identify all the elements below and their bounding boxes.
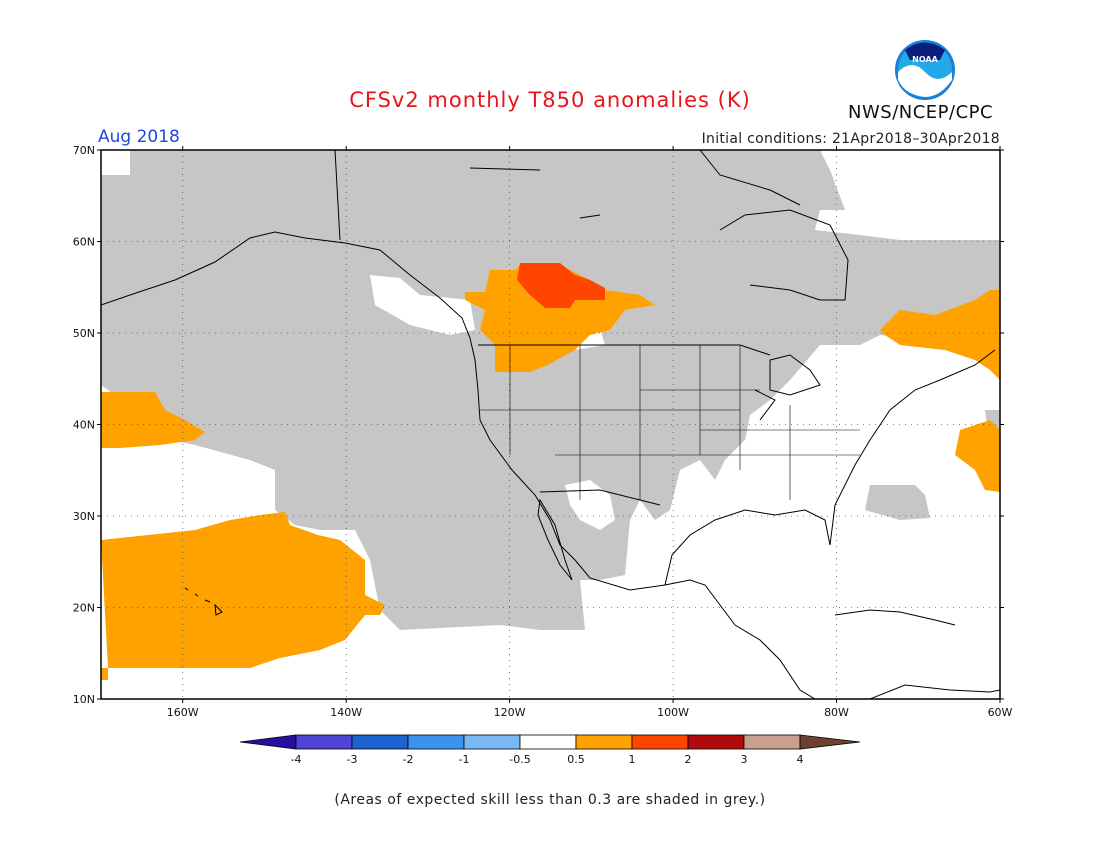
white-gap-labrador bbox=[835, 150, 1000, 240]
grey-main-region bbox=[101, 150, 1000, 630]
colorbar-bin bbox=[463, 734, 521, 750]
colorbar-tick-label: -3 bbox=[347, 753, 358, 766]
white-gap-bc-coast bbox=[370, 275, 475, 335]
coastlines bbox=[101, 150, 1000, 699]
coastline-gulf-mexico bbox=[664, 509, 831, 586]
white-gap-arctic bbox=[101, 150, 130, 175]
red-canada bbox=[517, 263, 605, 308]
coastline-arctic bbox=[334, 150, 801, 241]
colorbar-tick-label: 3 bbox=[741, 753, 748, 766]
lon-label-80w: 80W bbox=[824, 706, 849, 719]
logo-bird bbox=[905, 42, 945, 60]
lon-labels: 160W 140W 120W 100W 80W 60W bbox=[167, 706, 1013, 719]
lon-label-160w: 160W bbox=[167, 706, 199, 719]
colorbar-left-arrow bbox=[239, 734, 297, 750]
lat-label-20n: 20N bbox=[73, 602, 95, 615]
lon-label-120w: 120W bbox=[494, 706, 526, 719]
noaa-logo: NOAA bbox=[895, 40, 955, 100]
colorbar-tick-label: 4 bbox=[797, 753, 804, 766]
colorbar-tick-label: 2 bbox=[685, 753, 692, 766]
lat-label-10n: 10N bbox=[73, 693, 95, 706]
logo-wave bbox=[898, 65, 952, 97]
hawaii-islands bbox=[184, 587, 223, 616]
border-us-states bbox=[480, 345, 860, 500]
colorbar-tick-label: -2 bbox=[403, 753, 414, 766]
colorbar-bin bbox=[743, 734, 801, 750]
white-gap-gulf bbox=[565, 480, 615, 530]
agency-label: NWS/NCEP/CPC bbox=[848, 102, 994, 123]
colorbar-bin bbox=[519, 734, 577, 750]
colorbar-right-arrow bbox=[799, 734, 861, 750]
colorbar-bin bbox=[295, 734, 353, 750]
lat-label-40n: 40N bbox=[73, 419, 95, 432]
chart-title: CFSv2 monthly T850 anomalies (K) bbox=[349, 88, 751, 112]
lat-label-50n: 50N bbox=[73, 327, 95, 340]
orange-hawaii-region bbox=[101, 512, 385, 680]
colorbar-bin bbox=[407, 734, 465, 750]
coastline-alaska-canada bbox=[101, 231, 816, 699]
grey-atlantic-patch bbox=[865, 485, 930, 520]
colorbar-bin bbox=[575, 734, 633, 750]
coastline-great-lakes bbox=[754, 354, 821, 421]
colorbar-tick-label: -0.5 bbox=[509, 753, 530, 766]
colorbar-bin bbox=[351, 734, 409, 750]
colorbar-tick-label: -4 bbox=[291, 753, 302, 766]
orange-ne-pacific bbox=[101, 392, 205, 448]
coastline-east bbox=[829, 349, 996, 546]
lat-label-60n: 60N bbox=[73, 236, 95, 249]
colorbar-tick-label: -1 bbox=[459, 753, 470, 766]
colorbar-tick-label: 1 bbox=[629, 753, 636, 766]
coastline-south-america bbox=[869, 684, 1000, 699]
coastline-caribbean bbox=[834, 609, 956, 626]
lat-label-70n: 70N bbox=[73, 144, 95, 157]
orange-atlantic bbox=[955, 420, 1000, 492]
axis-ticks bbox=[97, 146, 1004, 703]
lon-label-140w: 140W bbox=[330, 706, 362, 719]
coastline-baja bbox=[537, 498, 573, 581]
initial-conditions: Initial conditions: 21Apr2018–30Apr2018 bbox=[701, 131, 1000, 147]
anomaly-0-5-to-1-areas bbox=[101, 265, 1000, 680]
colorbar-tick-label: 0.5 bbox=[567, 753, 585, 766]
lon-label-60w: 60W bbox=[988, 706, 1013, 719]
logo-text: NOAA bbox=[912, 55, 938, 64]
forecast-month: Aug 2018 bbox=[98, 127, 180, 147]
lat-labels: 70N 60N 50N 40N 30N 20N 10N bbox=[73, 144, 95, 706]
lat-label-30n: 30N bbox=[73, 510, 95, 523]
coastline-hudson-bay bbox=[719, 209, 849, 301]
orange-quebec bbox=[880, 290, 1000, 380]
lon-label-100w: 100W bbox=[657, 706, 689, 719]
colorbar: -4 -3 -2 -1 -0.5 0.5 1 2 3 4 bbox=[239, 734, 861, 766]
colorbar-bin bbox=[631, 734, 689, 750]
footnote: (Areas of expected skill less than 0.3 a… bbox=[334, 792, 766, 808]
anomaly-1-to-2-areas bbox=[517, 263, 605, 308]
border-us-mexico bbox=[539, 489, 661, 506]
colorbar-bin bbox=[687, 734, 745, 750]
